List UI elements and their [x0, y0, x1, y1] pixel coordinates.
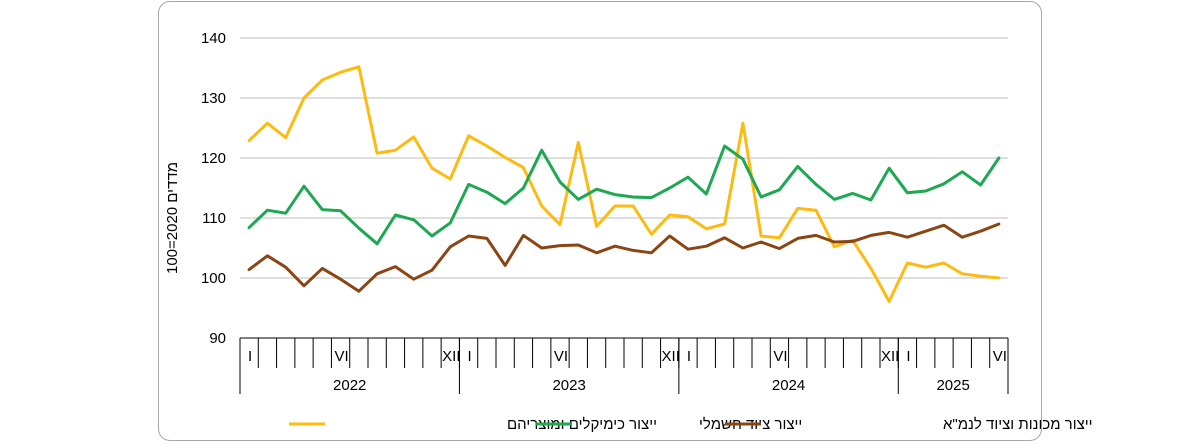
- y-tick-label: 140: [201, 30, 226, 47]
- y-tick-label: 130: [201, 90, 226, 107]
- y-tick-label: 110: [202, 210, 226, 227]
- x-tick-label: VI: [773, 348, 787, 365]
- x-tick-label: I: [906, 348, 910, 365]
- series-lines: [247, 65, 1001, 303]
- y-tick-label: 120: [201, 150, 226, 167]
- y-tick-label: 90: [209, 330, 226, 347]
- y-tick-label: 100: [201, 270, 226, 287]
- year-label: 2022: [333, 377, 366, 394]
- x-tick-label: VI: [993, 348, 1007, 365]
- series-line: [247, 65, 1001, 303]
- legend-label: ייצור מכונות וציוד לנמ"א: [943, 416, 1093, 433]
- x-tick-label: I: [467, 348, 471, 365]
- x-tick-label: VI: [334, 348, 348, 365]
- year-label: 2025: [936, 377, 969, 394]
- year-label: 2023: [552, 377, 585, 394]
- legend-label: ייצור כימיקלים ומוצריהם: [507, 416, 657, 433]
- legend: ייצור כימיקלים ומוצריהם ייצור ציוד חשמלי י…: [289, 416, 1093, 433]
- x-tick-label: XII: [662, 348, 680, 365]
- x-axis: I VI XII I VI XII I VI XII I VI 2022 2023 2024 2025: [239, 337, 1009, 394]
- grid-lines: [240, 37, 1008, 279]
- x-tick-label: VI: [554, 348, 568, 365]
- x-tick-label: XII: [442, 348, 460, 365]
- x-tick-label: I: [248, 348, 252, 365]
- series-line: [247, 222, 1001, 293]
- y-axis-ticks: 90 100 110 120 130 140: [201, 30, 226, 347]
- series-line: [247, 144, 1001, 246]
- y-axis-label: מדדים 2020=100: [164, 162, 181, 274]
- year-label: 2024: [772, 377, 805, 394]
- x-tick-label: XII: [881, 348, 899, 365]
- x-tick-label: I: [687, 348, 691, 365]
